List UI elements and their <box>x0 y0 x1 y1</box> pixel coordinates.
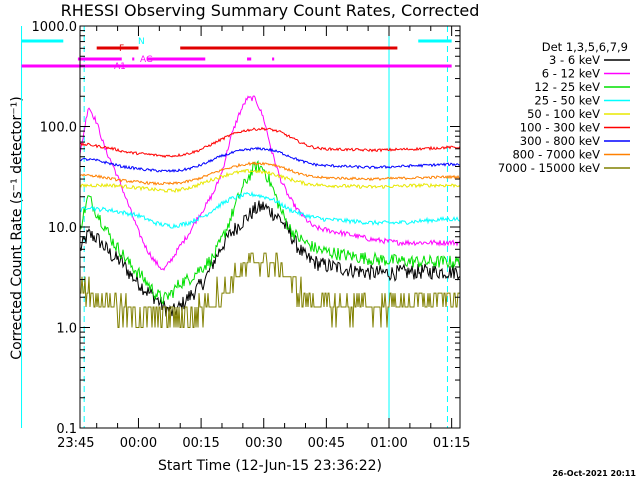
legend-label-1: 3 - 6 keV <box>549 53 600 67</box>
axis-ticks: 0.1 1.0 10.0 100.0 1000.0 23:45 00:00 00:15 00:3… <box>32 20 471 451</box>
flag-a1-label: A1 <box>114 62 126 72</box>
series-line-1 <box>79 200 461 317</box>
legend-label-7: 300 - 800 keV <box>520 134 600 148</box>
legend-label-2: 6 - 12 keV <box>542 67 600 81</box>
series-line-7 <box>79 146 461 173</box>
x-tick-label-1: 23:45 <box>57 436 94 451</box>
series-lines <box>79 95 461 328</box>
x-tick-label-4: 00:30 <box>245 436 282 451</box>
series-line-9 <box>80 252 460 328</box>
flag-n: N <box>21 37 452 47</box>
x-tick-label-6: 01:00 <box>370 436 407 451</box>
series-line-8 <box>79 161 461 186</box>
y-axis-label: Corrected Count Rate (s⁻¹ detector⁻¹) <box>9 96 25 359</box>
series-line-2 <box>79 95 461 271</box>
legend-label-3: 12 - 25 keV <box>534 80 600 94</box>
legend-label-8: 800 - 7000 keV <box>512 148 600 162</box>
x-tick-label-2: 00:00 <box>120 436 157 451</box>
series-line-3 <box>79 159 461 306</box>
x-axis-label: Start Time (12-Jun-15 23:36:22) <box>158 458 382 474</box>
x-tick-label-7: 01:15 <box>433 436 470 451</box>
legend-label-5: 50 - 100 keV <box>527 107 600 121</box>
flag-f-label: F <box>119 44 124 54</box>
y-tick-label-5: 1000.0 <box>32 20 78 35</box>
legend-label-4: 25 - 50 keV <box>534 94 600 108</box>
y-tick-label-2: 1.0 <box>56 322 77 337</box>
flag-f: F <box>96 44 398 54</box>
x-tick-label-5: 00:45 <box>308 436 345 451</box>
x-tick-label-3: 00:15 <box>182 436 219 451</box>
flag-a1: A1 <box>21 62 452 72</box>
y-tick-label-1: 0.1 <box>56 422 77 437</box>
series-line-4 <box>79 191 461 229</box>
flag-n-label: N <box>138 37 145 47</box>
y-tick-label-3: 10.0 <box>48 221 77 236</box>
legend-title: Det 1,3,5,6,7,9 <box>542 40 628 54</box>
flag-ag: AG <box>77 55 275 65</box>
chart-title: RHESSI Observing Summary Count Rates, Co… <box>61 1 480 20</box>
legend-label-6: 100 - 300 keV <box>520 121 600 135</box>
flag-ag-label: AG <box>140 55 153 65</box>
series-line-5 <box>79 168 461 193</box>
flag-bars: N F AG A1 <box>21 37 452 72</box>
timestamp: 26-Oct-2021 20:11 <box>552 469 636 478</box>
series-line-6 <box>79 126 461 159</box>
legend-label-9: 7000 - 15000 keV <box>498 161 600 175</box>
y-tick-label-4: 100.0 <box>40 121 77 136</box>
